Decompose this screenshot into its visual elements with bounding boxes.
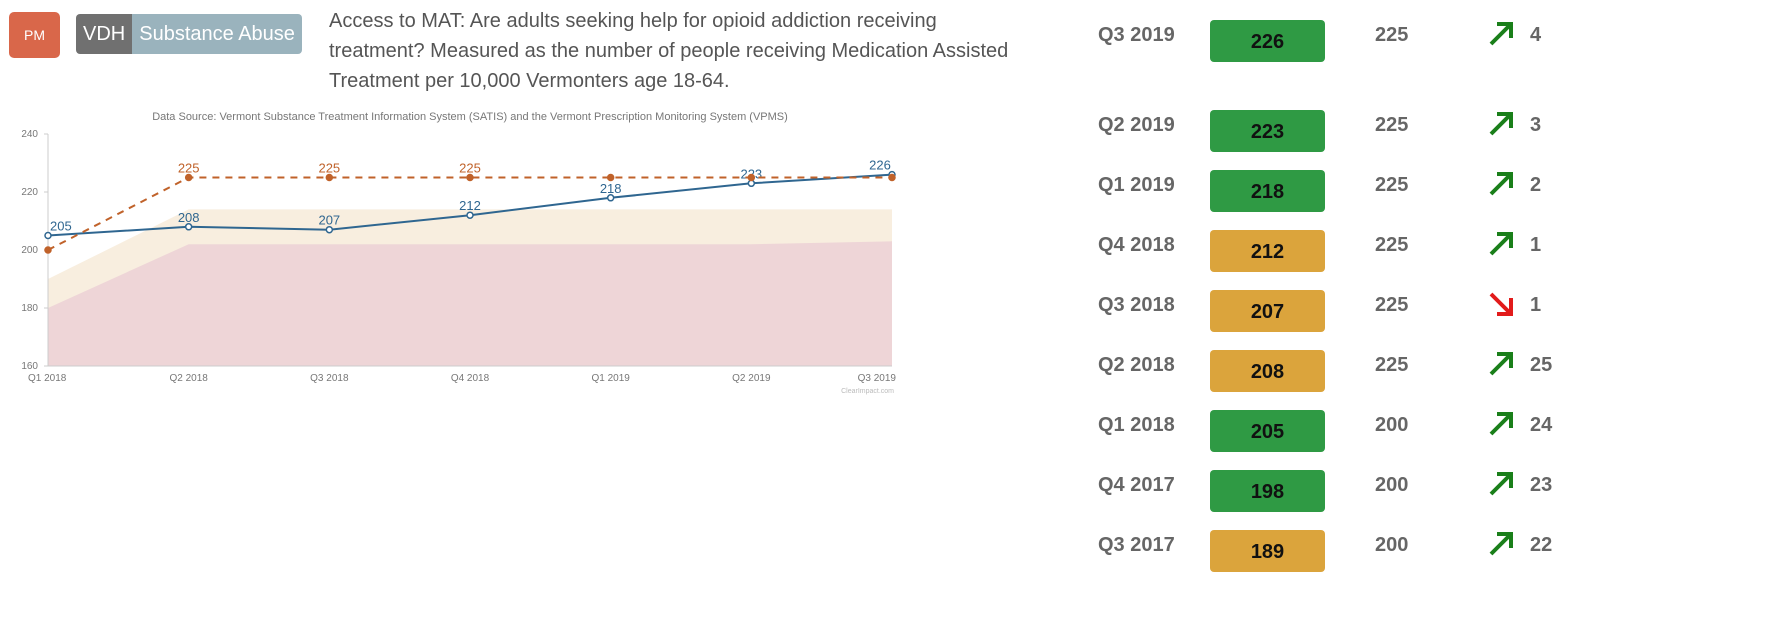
trend-up-icon [1489,472,1513,496]
x-tick-label: Q2 2018 [169,373,208,384]
period-label: Q1 2019 [1098,174,1175,196]
actual-data-label: 226 [869,158,891,173]
target-value: 225 [1375,174,1409,196]
pm-badge: PM [9,12,60,58]
table-row[interactable]: Q2 2019 223 225 3 [1080,98,1780,158]
target-value: 225 [1375,114,1409,136]
actual-value-badge: 207 [1210,290,1325,332]
actual-point [606,194,615,202]
actual-value-badge: 189 [1210,530,1325,572]
chart-band-lower [48,241,892,366]
target-data-label: 225 [459,161,481,176]
actual-data-label: 207 [318,213,340,228]
trend-up-icon [1489,412,1513,436]
trend-count: 1 [1530,294,1542,316]
chart-watermark: ClearImpact.com [841,388,894,395]
tag-topic: Substance Abuse [132,14,302,54]
actual-point [466,211,474,219]
trend-up-icon [1489,232,1513,256]
trend-count: 24 [1530,414,1553,436]
target-value: 200 [1375,474,1409,496]
target-point [747,173,756,182]
period-label: Q1 2018 [1098,414,1175,436]
x-tick-label: Q3 2018 [310,373,349,384]
target-value: 200 [1375,534,1409,556]
actual-point [184,223,193,231]
period-label: Q3 2018 [1098,294,1175,316]
target-value: 225 [1375,294,1409,316]
trend-count: 3 [1530,114,1542,136]
target-data-label: 225 [178,161,200,176]
target-value: 225 [1375,234,1409,256]
measure-title[interactable]: Access to MAT: Are adults seeking help f… [329,10,1009,92]
trend-count: 25 [1530,354,1553,376]
trend-count: 22 [1530,534,1553,556]
trend-up-icon [1489,532,1513,556]
y-tick-label: 160 [21,361,38,372]
trend-up-icon [1489,112,1513,136]
table-row[interactable]: Q2 2018 208 225 25 [1080,338,1780,398]
actual-value-badge: 212 [1210,230,1325,272]
y-tick-label: 220 [21,187,38,198]
table-row[interactable]: Q1 2019 218 225 2 [1080,158,1780,218]
table-row[interactable]: Q1 2018 205 200 24 [1080,398,1780,458]
x-tick-label: Q1 2018 [28,373,67,384]
target-value: 200 [1375,414,1409,436]
trend-count: 1 [1530,234,1542,256]
period-label: Q2 2019 [1098,114,1175,136]
trend-up-icon [1489,172,1513,196]
actual-value-badge: 226 [1210,20,1325,62]
y-tick-label: 200 [21,245,38,256]
period-label: Q4 2017 [1098,474,1175,496]
measure-chart: Data Source: Vermont Substance Treatment… [0,100,910,400]
results-table: Q3 2019 226 225 4 Q2 2019 223 225 3 Q1 2019 218 22… [1080,0,1780,636]
actual-data-label: 212 [459,198,481,213]
period-label: Q3 2017 [1098,534,1175,556]
actual-value-badge: 218 [1210,170,1325,212]
target-point [606,173,615,182]
table-row[interactable]: Q4 2018 212 225 1 [1080,218,1780,278]
chart-svg: Data Source: Vermont Substance Treatment… [21,111,897,395]
target-point [466,173,474,182]
trend-count: 4 [1530,24,1542,46]
period-label: Q4 2018 [1098,234,1175,256]
target-point [325,173,334,182]
period-label: Q2 2018 [1098,354,1175,376]
x-tick-label: Q2 2019 [732,373,771,384]
actual-data-label: 205 [50,219,72,234]
x-tick-label: Q1 2019 [591,373,630,384]
actual-data-label: 218 [600,181,622,196]
x-tick-label: Q4 2018 [451,373,490,384]
target-value: 225 [1375,354,1409,376]
table-row[interactable]: Q3 2018 207 225 1 [1080,278,1780,338]
target-point [44,246,52,254]
table-row[interactable]: Q3 2017 189 200 22 [1080,518,1780,578]
y-tick-label: 180 [21,303,38,314]
actual-value-badge: 223 [1210,110,1325,152]
actual-value-badge: 198 [1210,470,1325,512]
actual-value-badge: 208 [1210,350,1325,392]
target-point [184,173,193,182]
trend-count: 23 [1530,474,1553,496]
target-value: 225 [1375,24,1409,46]
period-label: Q3 2019 [1098,24,1175,46]
x-tick-label: Q3 2019 [858,373,897,384]
tag-org: VDH [76,14,133,54]
category-tag[interactable]: VDH Substance Abuse [76,14,302,54]
trend-count: 2 [1530,174,1542,196]
actual-point [325,225,334,234]
actual-value-badge: 205 [1210,410,1325,452]
chart-source-title: Data Source: Vermont Substance Treatment… [152,111,788,123]
actual-point [44,231,52,240]
target-point [888,173,896,182]
trend-up-icon [1489,22,1513,46]
actual-data-label: 208 [178,210,200,225]
target-data-label: 225 [318,161,340,176]
trend-down-icon [1489,292,1513,316]
y-tick-label: 240 [21,129,38,140]
table-row[interactable]: Q3 2019 226 225 4 [1080,8,1780,68]
trend-up-icon [1489,352,1513,376]
table-row[interactable]: Q4 2017 198 200 23 [1080,458,1780,518]
